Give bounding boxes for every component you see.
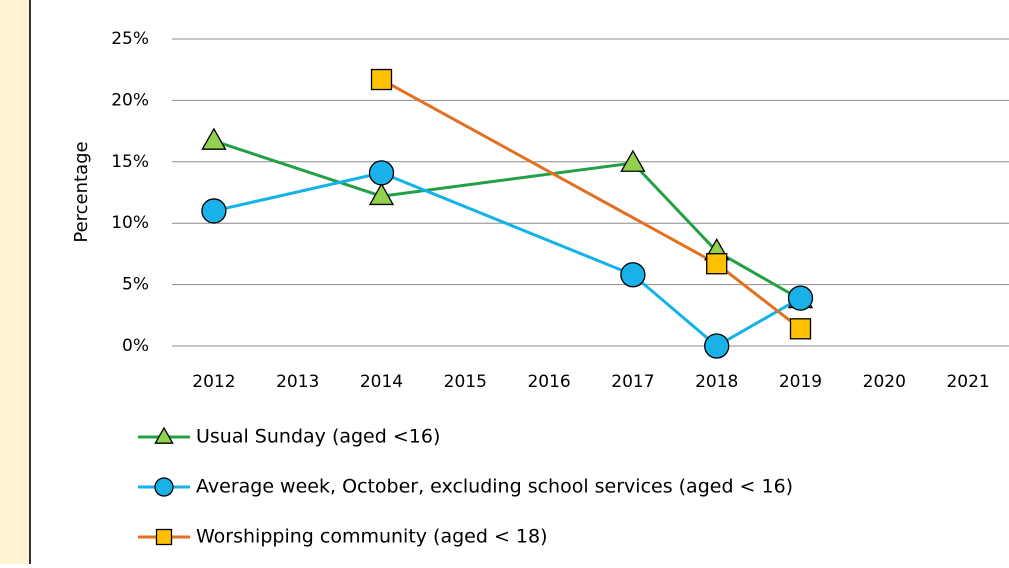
y-tick-label: 15%	[111, 152, 149, 172]
marker	[706, 253, 728, 275]
x-tick-label: 2017	[611, 372, 654, 392]
x-tick-label: 2019	[779, 372, 822, 392]
x-tick-label: 2016	[527, 372, 570, 392]
marker	[368, 182, 395, 206]
x-tick-label: 2014	[360, 372, 403, 392]
y-tick-label: 0%	[122, 336, 149, 356]
series-line	[380, 78, 802, 330]
legend-marker	[155, 528, 173, 546]
x-tick-label: 2020	[863, 372, 906, 392]
y-axis-label: Percentage	[71, 141, 92, 242]
y-tick-label: 5%	[122, 275, 149, 295]
marker	[704, 333, 730, 359]
marker	[789, 318, 812, 340]
x-tick-label: 2012	[192, 372, 235, 392]
x-tick-label: 2021	[946, 372, 989, 392]
marker	[620, 262, 646, 288]
marker	[620, 149, 646, 172]
series-line	[213, 139, 802, 301]
legend-label: Worshipping community (aged < 18)	[196, 526, 548, 548]
x-tick-label: 2015	[444, 372, 487, 392]
marker	[201, 198, 227, 224]
legend-label: Usual Sunday (aged <16)	[196, 426, 440, 448]
legend-marker	[154, 477, 174, 497]
legend-marker	[154, 426, 174, 444]
panel-border	[29, 0, 31, 564]
y-tick-label: 25%	[111, 29, 149, 49]
marker	[201, 127, 227, 150]
side-panel	[0, 0, 29, 564]
y-tick-label: 20%	[111, 90, 149, 110]
legend-label: Average week, October, excluding school …	[196, 476, 793, 498]
x-tick-label: 2013	[276, 372, 319, 392]
marker	[787, 285, 814, 311]
marker	[370, 68, 393, 91]
y-tick-label: 10%	[111, 213, 149, 233]
x-tick-label: 2018	[695, 372, 738, 392]
marker	[368, 160, 395, 186]
